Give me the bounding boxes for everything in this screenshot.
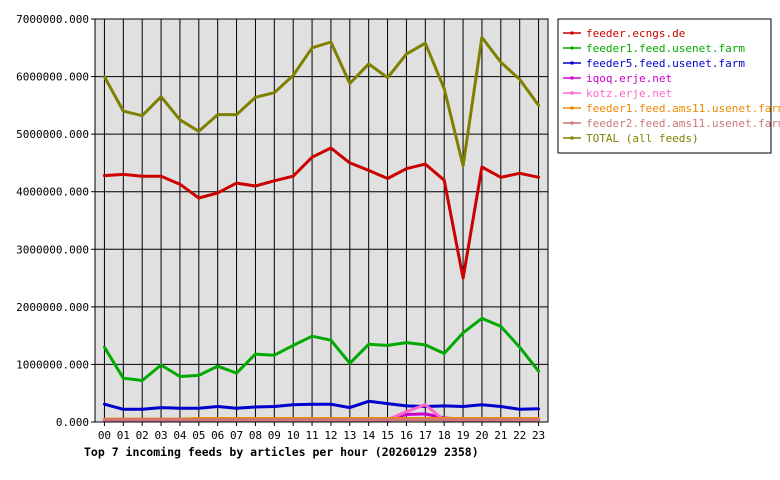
legend-marker bbox=[570, 121, 574, 125]
legend-marker bbox=[570, 61, 574, 65]
y-tick-label: 6000000.000 bbox=[16, 71, 89, 84]
x-tick-label: 12 bbox=[324, 429, 337, 442]
legend-marker bbox=[570, 31, 574, 35]
series-lines bbox=[102, 35, 541, 423]
y-axis: 0.000 1000000.000 2000000.000 3000000.000 40… bbox=[16, 13, 95, 429]
x-tick-label: 16 bbox=[400, 429, 413, 442]
x-tick-label: 22 bbox=[513, 429, 526, 442]
x-tick-label: 07 bbox=[230, 429, 243, 442]
y-tick-label: 7000000.000 bbox=[16, 13, 89, 26]
series-line bbox=[102, 146, 541, 280]
y-tick-label: 0.000 bbox=[56, 416, 89, 429]
legend-marker bbox=[570, 136, 574, 140]
plot-border bbox=[94, 18, 549, 423]
chart-title: Top 7 incoming feeds by articles per hou… bbox=[84, 445, 479, 459]
legend-marker bbox=[570, 106, 574, 110]
legend-label: feeder1.feed.ams11.usenet.farm bbox=[586, 102, 780, 115]
series-line bbox=[102, 35, 541, 168]
grid bbox=[95, 18, 548, 423]
x-tick-label: 03 bbox=[154, 429, 167, 442]
y-tick-label: 5000000.000 bbox=[16, 128, 89, 141]
legend-marker bbox=[570, 46, 574, 50]
legend-marker bbox=[570, 91, 574, 95]
legend-label: feeder.ecngs.de bbox=[586, 27, 685, 40]
x-tick-label: 10 bbox=[287, 429, 300, 442]
x-tick-label: 00 bbox=[98, 429, 111, 442]
legend-label: feeder2.feed.ams11.usenet.farm bbox=[586, 117, 780, 130]
y-tick-label: 1000000.000 bbox=[16, 358, 89, 371]
x-tick-label: 08 bbox=[249, 429, 262, 442]
x-tick-label: 13 bbox=[343, 429, 356, 442]
series-line bbox=[102, 399, 541, 411]
x-tick-label: 21 bbox=[494, 429, 507, 442]
y-tick-label: 2000000.000 bbox=[16, 301, 89, 314]
legend-label: feeder1.feed.usenet.farm bbox=[586, 42, 745, 55]
y-tick-label: 3000000.000 bbox=[16, 243, 89, 256]
x-tick-label: 05 bbox=[192, 429, 205, 442]
x-tick-label: 17 bbox=[419, 429, 432, 442]
x-tick-label: 20 bbox=[475, 429, 488, 442]
plot-background bbox=[95, 19, 548, 422]
x-axis: 00 01 02 03 04 05 06 07 08 09 10 11 12 13 14 15 16 17 18 19… bbox=[98, 422, 545, 442]
legend-label: TOTAL (all feeds) bbox=[586, 132, 699, 145]
x-tick-label: 06 bbox=[211, 429, 224, 442]
legend-label: kotz.erje.net bbox=[586, 87, 672, 100]
series-line bbox=[102, 316, 541, 382]
x-tick-label: 09 bbox=[268, 429, 281, 442]
legend-box bbox=[557, 18, 772, 154]
x-tick-label: 02 bbox=[136, 429, 149, 442]
x-tick-label: 14 bbox=[362, 429, 376, 442]
x-tick-label: 11 bbox=[305, 429, 318, 442]
y-tick-label: 4000000.000 bbox=[16, 186, 89, 199]
x-tick-label: 19 bbox=[456, 429, 469, 442]
legend-label: iqoq.erje.net bbox=[586, 72, 672, 85]
legend-label: feeder5.feed.usenet.farm bbox=[586, 57, 745, 70]
legend: feeder.ecngs.de feeder1.feed.usenet.farm f… bbox=[557, 18, 780, 154]
x-tick-label: 01 bbox=[117, 429, 130, 442]
x-tick-label: 04 bbox=[173, 429, 187, 442]
legend-marker bbox=[570, 76, 574, 80]
x-tick-label: 18 bbox=[438, 429, 451, 442]
x-tick-label: 23 bbox=[532, 429, 545, 442]
x-tick-label: 15 bbox=[381, 429, 394, 442]
